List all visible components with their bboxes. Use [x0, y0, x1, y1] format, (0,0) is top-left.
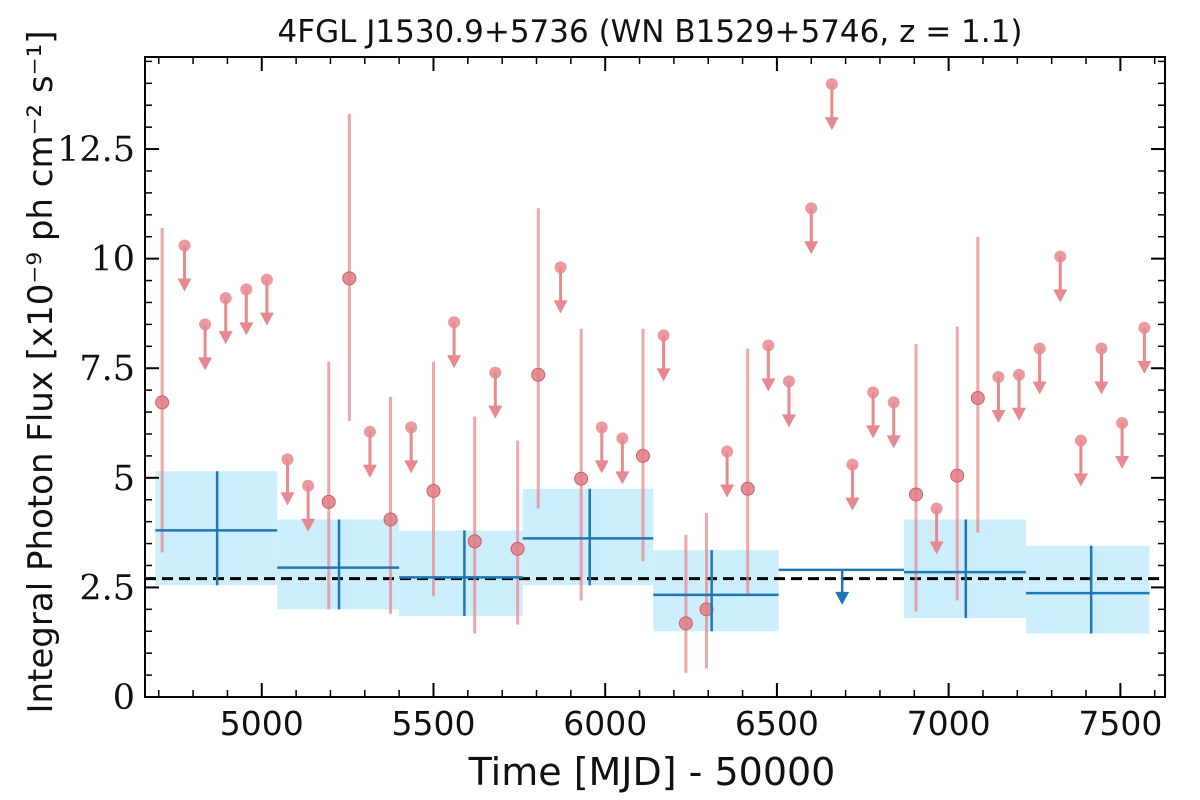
short-bin-upper-limit-arrow-head: [280, 492, 295, 506]
y-tick-label: 7.5: [79, 349, 135, 389]
short-bin-point: [510, 541, 525, 556]
short-bin-point: [950, 468, 965, 483]
short-bin-upper-limit-arrow-head: [1094, 381, 1109, 395]
short-bin-point: [678, 616, 693, 631]
short-bin-upper-limit-arrow-head: [1115, 456, 1130, 470]
y-tick-label: 12.5: [57, 130, 135, 170]
y-tick-label: 10: [90, 240, 135, 280]
short-bin-upper-limit-arrow-head: [1032, 381, 1047, 395]
short-bin-upper-limit-arrow-head: [362, 464, 377, 478]
short-bin-upper-limit-arrow-head: [553, 300, 568, 314]
long-bin-band: [399, 530, 523, 616]
chart-title: 4FGL J1530.9+5736 (WN B1529+5746, z = 1.…: [278, 14, 1023, 50]
short-bin-upper-limit-arrow-head: [301, 518, 316, 532]
short-bin-point: [574, 471, 589, 486]
y-tick-label: 0: [113, 678, 135, 718]
short-bin-upper-limit-arrow-head: [1073, 473, 1088, 487]
short-bin-upper-limit-arrow-head: [239, 322, 254, 336]
short-bin-upper-limit-arrow-head: [404, 460, 419, 474]
short-bin-point: [155, 395, 170, 410]
x-tick-label: 6000: [563, 704, 647, 743]
y-tick-label: 5: [113, 459, 135, 499]
short-bin-upper-limit-arrow-head: [218, 331, 233, 345]
short-bin-point: [531, 367, 546, 382]
short-bin-upper-limit-arrow-head: [824, 117, 839, 131]
short-bin-upper-limit-arrow-head: [761, 378, 776, 392]
short-bin-point: [321, 494, 336, 509]
long-bin-upper-limit-arrow-head: [835, 591, 850, 605]
short-bin-upper-limit-arrow-head: [866, 425, 881, 439]
short-bin-upper-limit-arrow-head: [259, 312, 274, 326]
x-axis-label: Time [MJD] - 50000: [468, 750, 836, 794]
short-bin-point: [909, 487, 924, 502]
short-bin-upper-limit-arrow-head: [615, 471, 630, 485]
short-bin-upper-limit-arrow-head: [594, 460, 609, 474]
short-bin-upper-limit-arrow-head: [656, 368, 671, 382]
x-tick-label: 5500: [391, 704, 475, 743]
short-bin-upper-limit-arrow-head: [1137, 360, 1152, 374]
short-bin-upper-limit-arrow-head: [781, 414, 796, 428]
long-bin-band: [522, 488, 654, 586]
long-bin-band: [1025, 545, 1150, 634]
short-bin-upper-limit-arrow-head: [886, 435, 901, 449]
long-bin-band: [653, 550, 779, 632]
short-bin-points: [155, 78, 1152, 673]
short-bin-upper-limit-arrow-head: [845, 497, 860, 511]
short-bin-upper-limit-arrow-head: [1012, 407, 1027, 421]
long-bin-points: [155, 471, 1150, 634]
short-bin-upper-limit-arrow-head: [929, 541, 944, 555]
short-bin-point: [970, 391, 985, 406]
x-tick-label: 6500: [735, 704, 819, 743]
x-tick-label: 7000: [907, 704, 991, 743]
short-bin-upper-limit-arrow-head: [198, 357, 213, 371]
plot-frame: [144, 56, 1166, 698]
short-bin-point: [426, 483, 441, 498]
y-axis-label: Integral Photon Flux [x10⁻⁹ ph cm⁻² s⁻¹]: [21, 30, 61, 713]
x-tick-label: 5000: [220, 704, 304, 743]
y-tick-label: 2.5: [79, 568, 135, 608]
short-bin-upper-limit-arrow-head: [488, 405, 503, 419]
short-bin-upper-limit-arrow-head: [1053, 289, 1068, 303]
short-bin-upper-limit-arrow-head: [447, 355, 462, 369]
short-bin-point: [467, 534, 482, 549]
short-bin-point: [342, 271, 357, 286]
long-bin-bands: [155, 471, 1150, 634]
axis-ticks: 5000 5500 6000 6500 7000 7500 0 2.5 5 7.5 10 12.5: [57, 57, 1165, 743]
x-tick-label: 7500: [1078, 704, 1162, 743]
short-bin-upper-limit-arrow-head: [991, 410, 1006, 423]
short-bin-point: [383, 512, 398, 527]
short-bin-upper-limit-arrow-head: [177, 278, 192, 292]
short-bin-upper-limit-arrow-head: [804, 241, 819, 255]
short-bin-upper-limit-arrow-head: [720, 484, 735, 498]
short-bin-point: [635, 448, 650, 463]
short-bin-point: [740, 481, 755, 496]
short-bin-point: [699, 602, 714, 617]
